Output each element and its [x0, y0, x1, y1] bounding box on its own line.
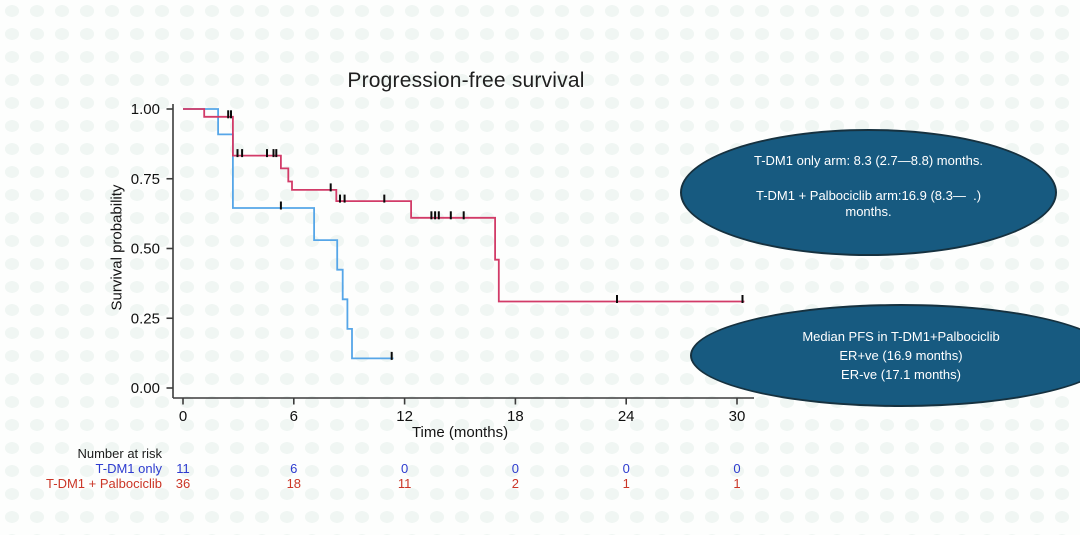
- risk-count: 0: [511, 461, 519, 476]
- risk-row-label: T-DM1 only: [95, 461, 162, 476]
- annotation-line: months.: [845, 204, 892, 219]
- annotation-line: T-DM1 only arm: 8.3 (2.7—8.8) months.: [753, 153, 984, 168]
- x-tick-label: 24: [618, 408, 635, 425]
- x-tick-label: 6: [290, 408, 298, 425]
- annotation-bubble-er-subgroups: Median PFS in T-DM1+Palbociclib ER+ve (1…: [690, 304, 1080, 407]
- risk-count: 2: [511, 476, 519, 491]
- risk-count: 0: [400, 461, 409, 476]
- risk-table-row: T-DM1 only 11 6 0 0 0 0: [0, 461, 1080, 476]
- x-tick-label: 30: [729, 408, 746, 425]
- risk-count: 0: [733, 461, 741, 476]
- y-tick-label: 0.75: [131, 171, 160, 188]
- y-tick-label: 0.00: [131, 380, 160, 397]
- risk-count: 18: [286, 476, 302, 491]
- chart-title: Progression-free survival: [347, 69, 585, 92]
- y-tick-label: 0.25: [131, 310, 160, 327]
- risk-count: 1: [733, 476, 741, 491]
- risk-count: 36: [175, 476, 191, 491]
- annotation-line: ER+ve (16.9 months): [839, 348, 963, 363]
- risk-count: 1: [622, 476, 630, 491]
- y-tick-label: 1.00: [131, 101, 160, 118]
- risk-count: 11: [176, 461, 190, 476]
- annotation-line: ER-ve (17.1 months): [841, 367, 961, 382]
- risk-row-label: T-DM1 + Palbociclib: [46, 476, 162, 491]
- x-tick-label: 12: [396, 408, 413, 425]
- km-curve-t-dm1-only: [183, 108, 394, 360]
- x-tick-label: 18: [507, 408, 524, 425]
- y-axis-label: Survival probability: [108, 184, 126, 311]
- annotation-bubble-median-pfs: T-DM1 only arm: 8.3 (2.7—8.8) months. T-…: [680, 129, 1057, 256]
- risk-table-header: Number at risk: [77, 446, 162, 461]
- risk-table-row: T-DM1 + Palbociclib 36 18 11 2 1 1: [0, 476, 1080, 491]
- km-curve-t-dm1-palbociclib: [183, 108, 745, 303]
- x-axis-label: Time (months): [411, 424, 509, 441]
- risk-count: 11: [397, 476, 412, 491]
- annotation-line: T-DM1 + Palbociclib arm:16.9 (8.3— .): [755, 188, 982, 203]
- risk-count: 0: [622, 461, 630, 476]
- risk-count: 6: [290, 461, 298, 476]
- x-tick-label: 0: [179, 408, 187, 425]
- annotation-line: Median PFS in T-DM1+Palbociclib: [802, 329, 1000, 344]
- y-tick-label: 0.50: [131, 241, 160, 258]
- axes: 0.00 0.25 0.50 0.75 1.00 0 6 12 18 24 30: [131, 101, 754, 425]
